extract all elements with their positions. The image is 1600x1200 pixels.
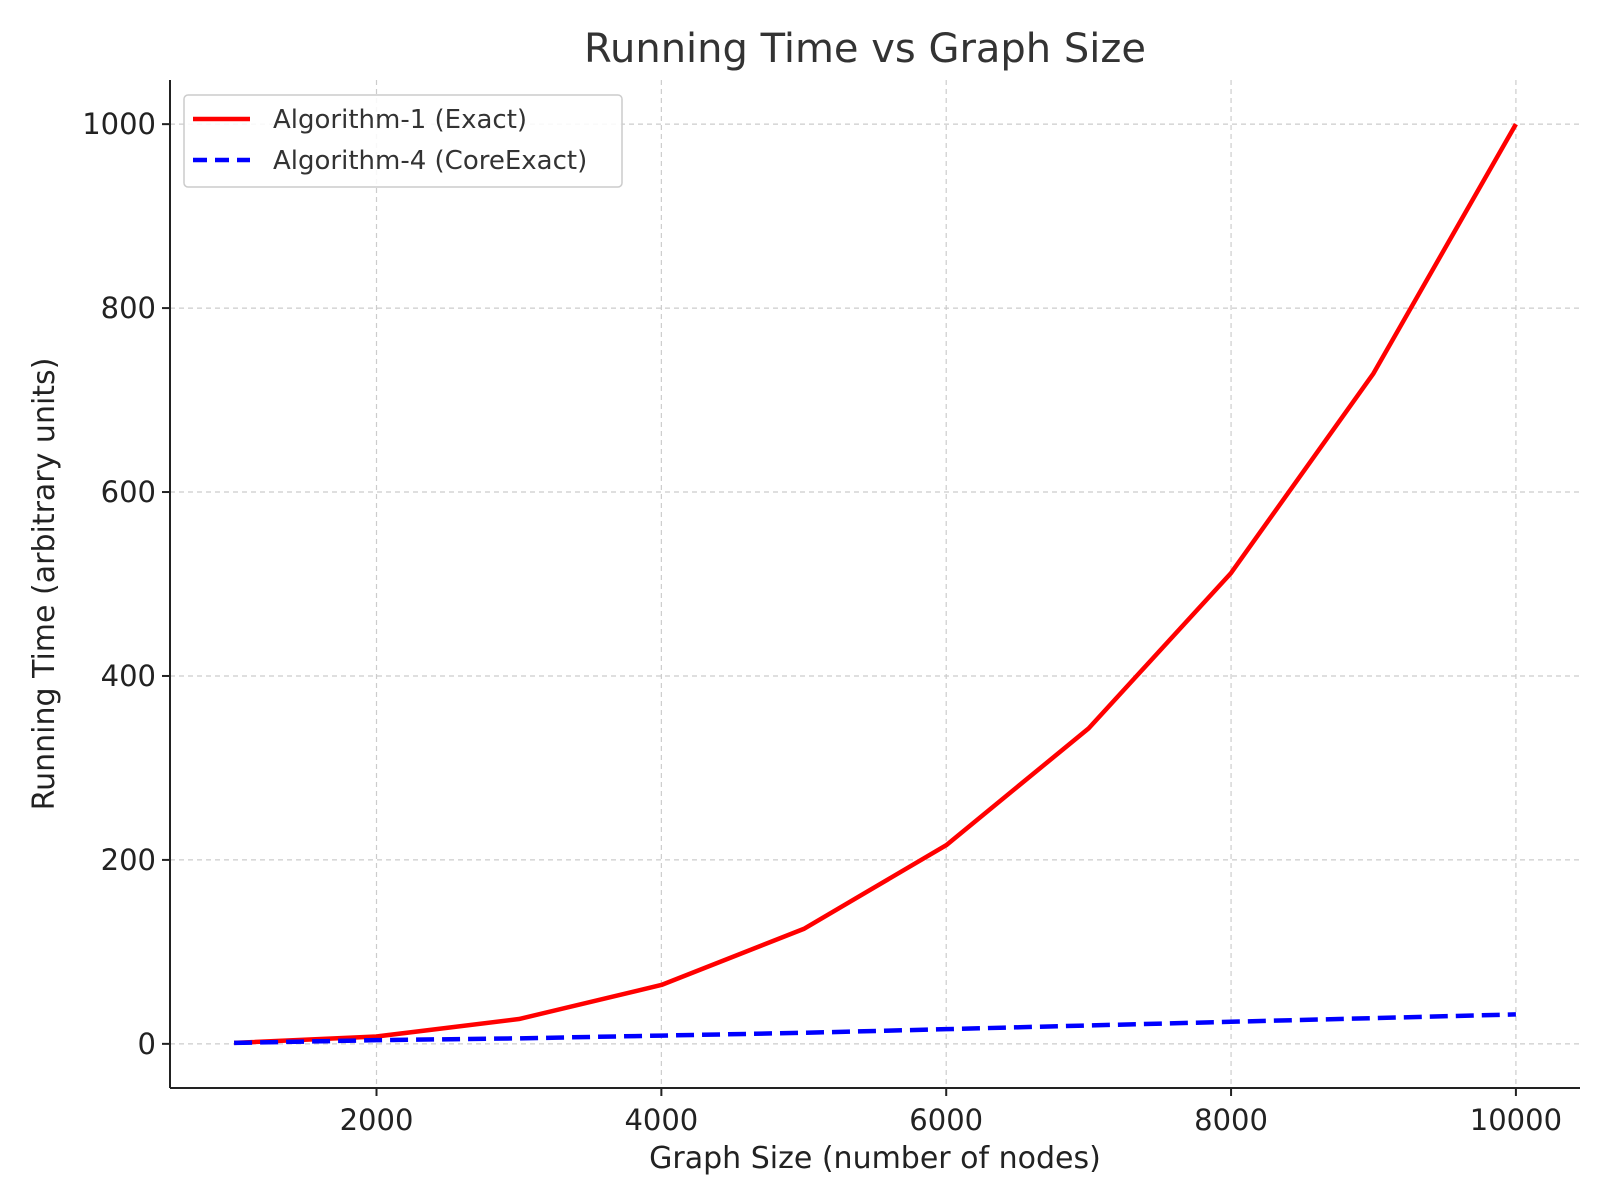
series-line-1 bbox=[233, 123, 1518, 1046]
x-tick-label: 4000 bbox=[624, 1103, 698, 1137]
grid bbox=[170, 80, 1580, 1088]
ticks: 2000 4000 6000 8000 10000 0 200 400 600 800 1000 bbox=[82, 107, 1562, 1137]
chart-title: Running Time vs Graph Size bbox=[584, 26, 1146, 72]
series-layer bbox=[233, 123, 1518, 1046]
y-tick-label: 400 bbox=[101, 659, 156, 693]
series-line-2 bbox=[234, 1012, 1516, 1046]
x-tick-label: 8000 bbox=[1194, 1103, 1268, 1137]
y-tick-label: 1000 bbox=[82, 107, 156, 141]
y-tick-label: 0 bbox=[138, 1027, 156, 1061]
y-axis-label: Running Time (arbitrary units) bbox=[27, 358, 62, 811]
legend-label-1: Algorithm-1 (Exact) bbox=[273, 105, 527, 135]
x-tick-label: 6000 bbox=[909, 1103, 983, 1137]
x-tick-label: 2000 bbox=[340, 1103, 414, 1137]
axes bbox=[169, 80, 1580, 1089]
y-tick-label: 600 bbox=[101, 475, 156, 509]
x-tick-label: 10000 bbox=[1470, 1103, 1562, 1137]
y-tick-label: 800 bbox=[101, 291, 156, 325]
legend-label-2: Algorithm-4 (CoreExact) bbox=[273, 146, 587, 176]
y-tick-label: 200 bbox=[101, 843, 156, 877]
legend: Algorithm-1 (Exact) Algorithm-4 (CoreExac… bbox=[183, 94, 623, 188]
legend-box bbox=[183, 94, 623, 188]
x-axis-label: Graph Size (number of nodes) bbox=[649, 1141, 1101, 1176]
